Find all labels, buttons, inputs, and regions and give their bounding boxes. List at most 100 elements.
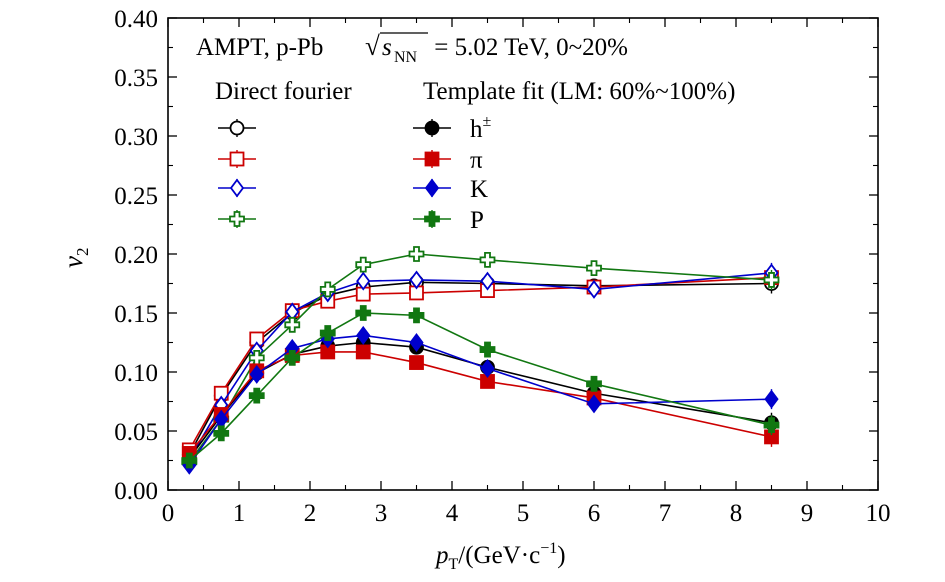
legend-marker bbox=[424, 178, 440, 198]
series-template-4 bbox=[181, 335, 779, 466]
data-point bbox=[249, 364, 264, 384]
legend: h± πKP bbox=[218, 113, 492, 234]
legend-entry-template-0: h± bbox=[413, 113, 492, 143]
legend-entry-template-1: π bbox=[413, 147, 483, 174]
x-tick-label: 0 bbox=[162, 500, 175, 527]
legend-label: K bbox=[470, 176, 488, 203]
series-group bbox=[181, 246, 780, 475]
y-tick-label: 0.30 bbox=[114, 124, 158, 151]
y-tick-label: 0.35 bbox=[114, 65, 158, 92]
x-tick-label: 5 bbox=[517, 500, 530, 527]
data-point bbox=[480, 358, 495, 378]
x-axis-label-unit: /(GeV·c bbox=[458, 542, 540, 569]
x-tick-label: 6 bbox=[588, 500, 601, 527]
x-tick-label: 1 bbox=[233, 500, 246, 527]
y-tick-label: 0.00 bbox=[114, 478, 158, 505]
annotation-sqrt-s: s bbox=[382, 34, 392, 61]
data-point bbox=[355, 344, 371, 360]
data-point bbox=[586, 394, 602, 414]
legend-entry-template-3: P bbox=[413, 207, 484, 234]
legend-entry-direct-1 bbox=[218, 150, 256, 168]
legend-label: h± bbox=[470, 113, 492, 143]
legend-marker bbox=[424, 151, 440, 167]
legend-entry-template-2: K bbox=[413, 176, 488, 203]
data-point bbox=[319, 281, 336, 298]
data-point bbox=[409, 355, 424, 370]
annotation-sqrt-symbol: √ bbox=[365, 31, 380, 61]
data-point bbox=[409, 333, 424, 352]
data-point bbox=[480, 271, 495, 291]
y-tick-label: 0.15 bbox=[114, 301, 158, 328]
x-tick-label: 8 bbox=[730, 500, 743, 527]
data-point bbox=[763, 417, 780, 434]
data-point bbox=[408, 307, 425, 324]
y-tick-label: 0.40 bbox=[114, 6, 158, 33]
series-template-7 bbox=[181, 305, 780, 469]
legend-entry-direct-2 bbox=[218, 178, 256, 198]
series-direct-2 bbox=[182, 262, 779, 469]
data-point bbox=[356, 325, 371, 345]
data-point bbox=[355, 256, 372, 273]
legend-label: P bbox=[470, 207, 484, 234]
legend-marker bbox=[229, 151, 245, 167]
axis-ticks: 0 1 2 3 4 5 6 7 8 9 10 0.00 0.05 0.10 0.15 0.20 0.25 0.30… bbox=[114, 6, 890, 527]
legend-marker bbox=[229, 178, 245, 198]
x-tick-label: 10 bbox=[866, 500, 891, 527]
y-tick-label: 0.20 bbox=[114, 242, 158, 269]
series-direct-1 bbox=[181, 267, 779, 458]
y-tick-label: 0.05 bbox=[114, 419, 158, 446]
x-axis-label-close: ) bbox=[557, 542, 565, 569]
data-point bbox=[284, 316, 301, 333]
series-line bbox=[188, 341, 772, 459]
annotation-sqrt-sub: NN bbox=[394, 49, 418, 66]
legend-header-template: Template fit (LM: 60%~100%) bbox=[423, 78, 735, 105]
data-point bbox=[479, 251, 496, 268]
legend-header-direct: Direct fourier bbox=[215, 78, 352, 105]
x-axis-label-main: p bbox=[434, 542, 449, 569]
legend-label-sup: ± bbox=[483, 113, 492, 130]
y-axis-label: v2 bbox=[58, 248, 92, 268]
legend-marker bbox=[229, 120, 245, 136]
x-axis-label: pT/(GeV·c−1) bbox=[434, 540, 566, 573]
legend-marker bbox=[229, 211, 245, 227]
x-tick-label: 7 bbox=[659, 500, 672, 527]
data-point bbox=[355, 305, 372, 321]
data-point bbox=[586, 260, 602, 277]
series-line bbox=[188, 334, 772, 466]
x-axis-label-sub: T bbox=[449, 556, 459, 573]
y-axis-label-main: v bbox=[58, 256, 88, 268]
data-point bbox=[763, 272, 780, 288]
x-axis-label-sup: −1 bbox=[540, 540, 557, 557]
series-line bbox=[188, 272, 772, 460]
x-tick-label: 4 bbox=[446, 500, 459, 527]
legend-entry-direct-0 bbox=[218, 119, 256, 137]
data-point bbox=[181, 452, 198, 469]
data-point bbox=[409, 270, 424, 290]
annotation-suffix: = 5.02 TeV, 0~20% bbox=[428, 34, 628, 61]
legend-marker bbox=[424, 211, 440, 227]
data-point bbox=[586, 279, 602, 299]
y-tick-label: 0.10 bbox=[114, 360, 158, 387]
data-point bbox=[764, 389, 779, 409]
data-point bbox=[248, 387, 265, 404]
series-line bbox=[188, 276, 772, 451]
legend-label: π bbox=[470, 147, 483, 174]
data-point bbox=[356, 271, 371, 291]
series-line bbox=[188, 351, 772, 454]
data-point bbox=[213, 425, 230, 442]
series-line bbox=[188, 253, 772, 463]
data-point bbox=[586, 375, 602, 392]
x-tick-label: 2 bbox=[304, 500, 317, 527]
series-line bbox=[188, 312, 772, 462]
y-axis-label-sub: 2 bbox=[73, 248, 92, 257]
x-tick-label: 9 bbox=[801, 500, 814, 527]
data-point bbox=[479, 341, 496, 358]
x-tick-label: 3 bbox=[375, 500, 388, 527]
y-tick-label: 0.25 bbox=[114, 183, 158, 210]
data-point bbox=[319, 325, 336, 341]
legend-entry-direct-3 bbox=[218, 210, 256, 228]
data-point bbox=[284, 349, 301, 366]
annotation-text: AMPT, p-Pb bbox=[196, 34, 323, 61]
legend-marker bbox=[424, 120, 440, 136]
